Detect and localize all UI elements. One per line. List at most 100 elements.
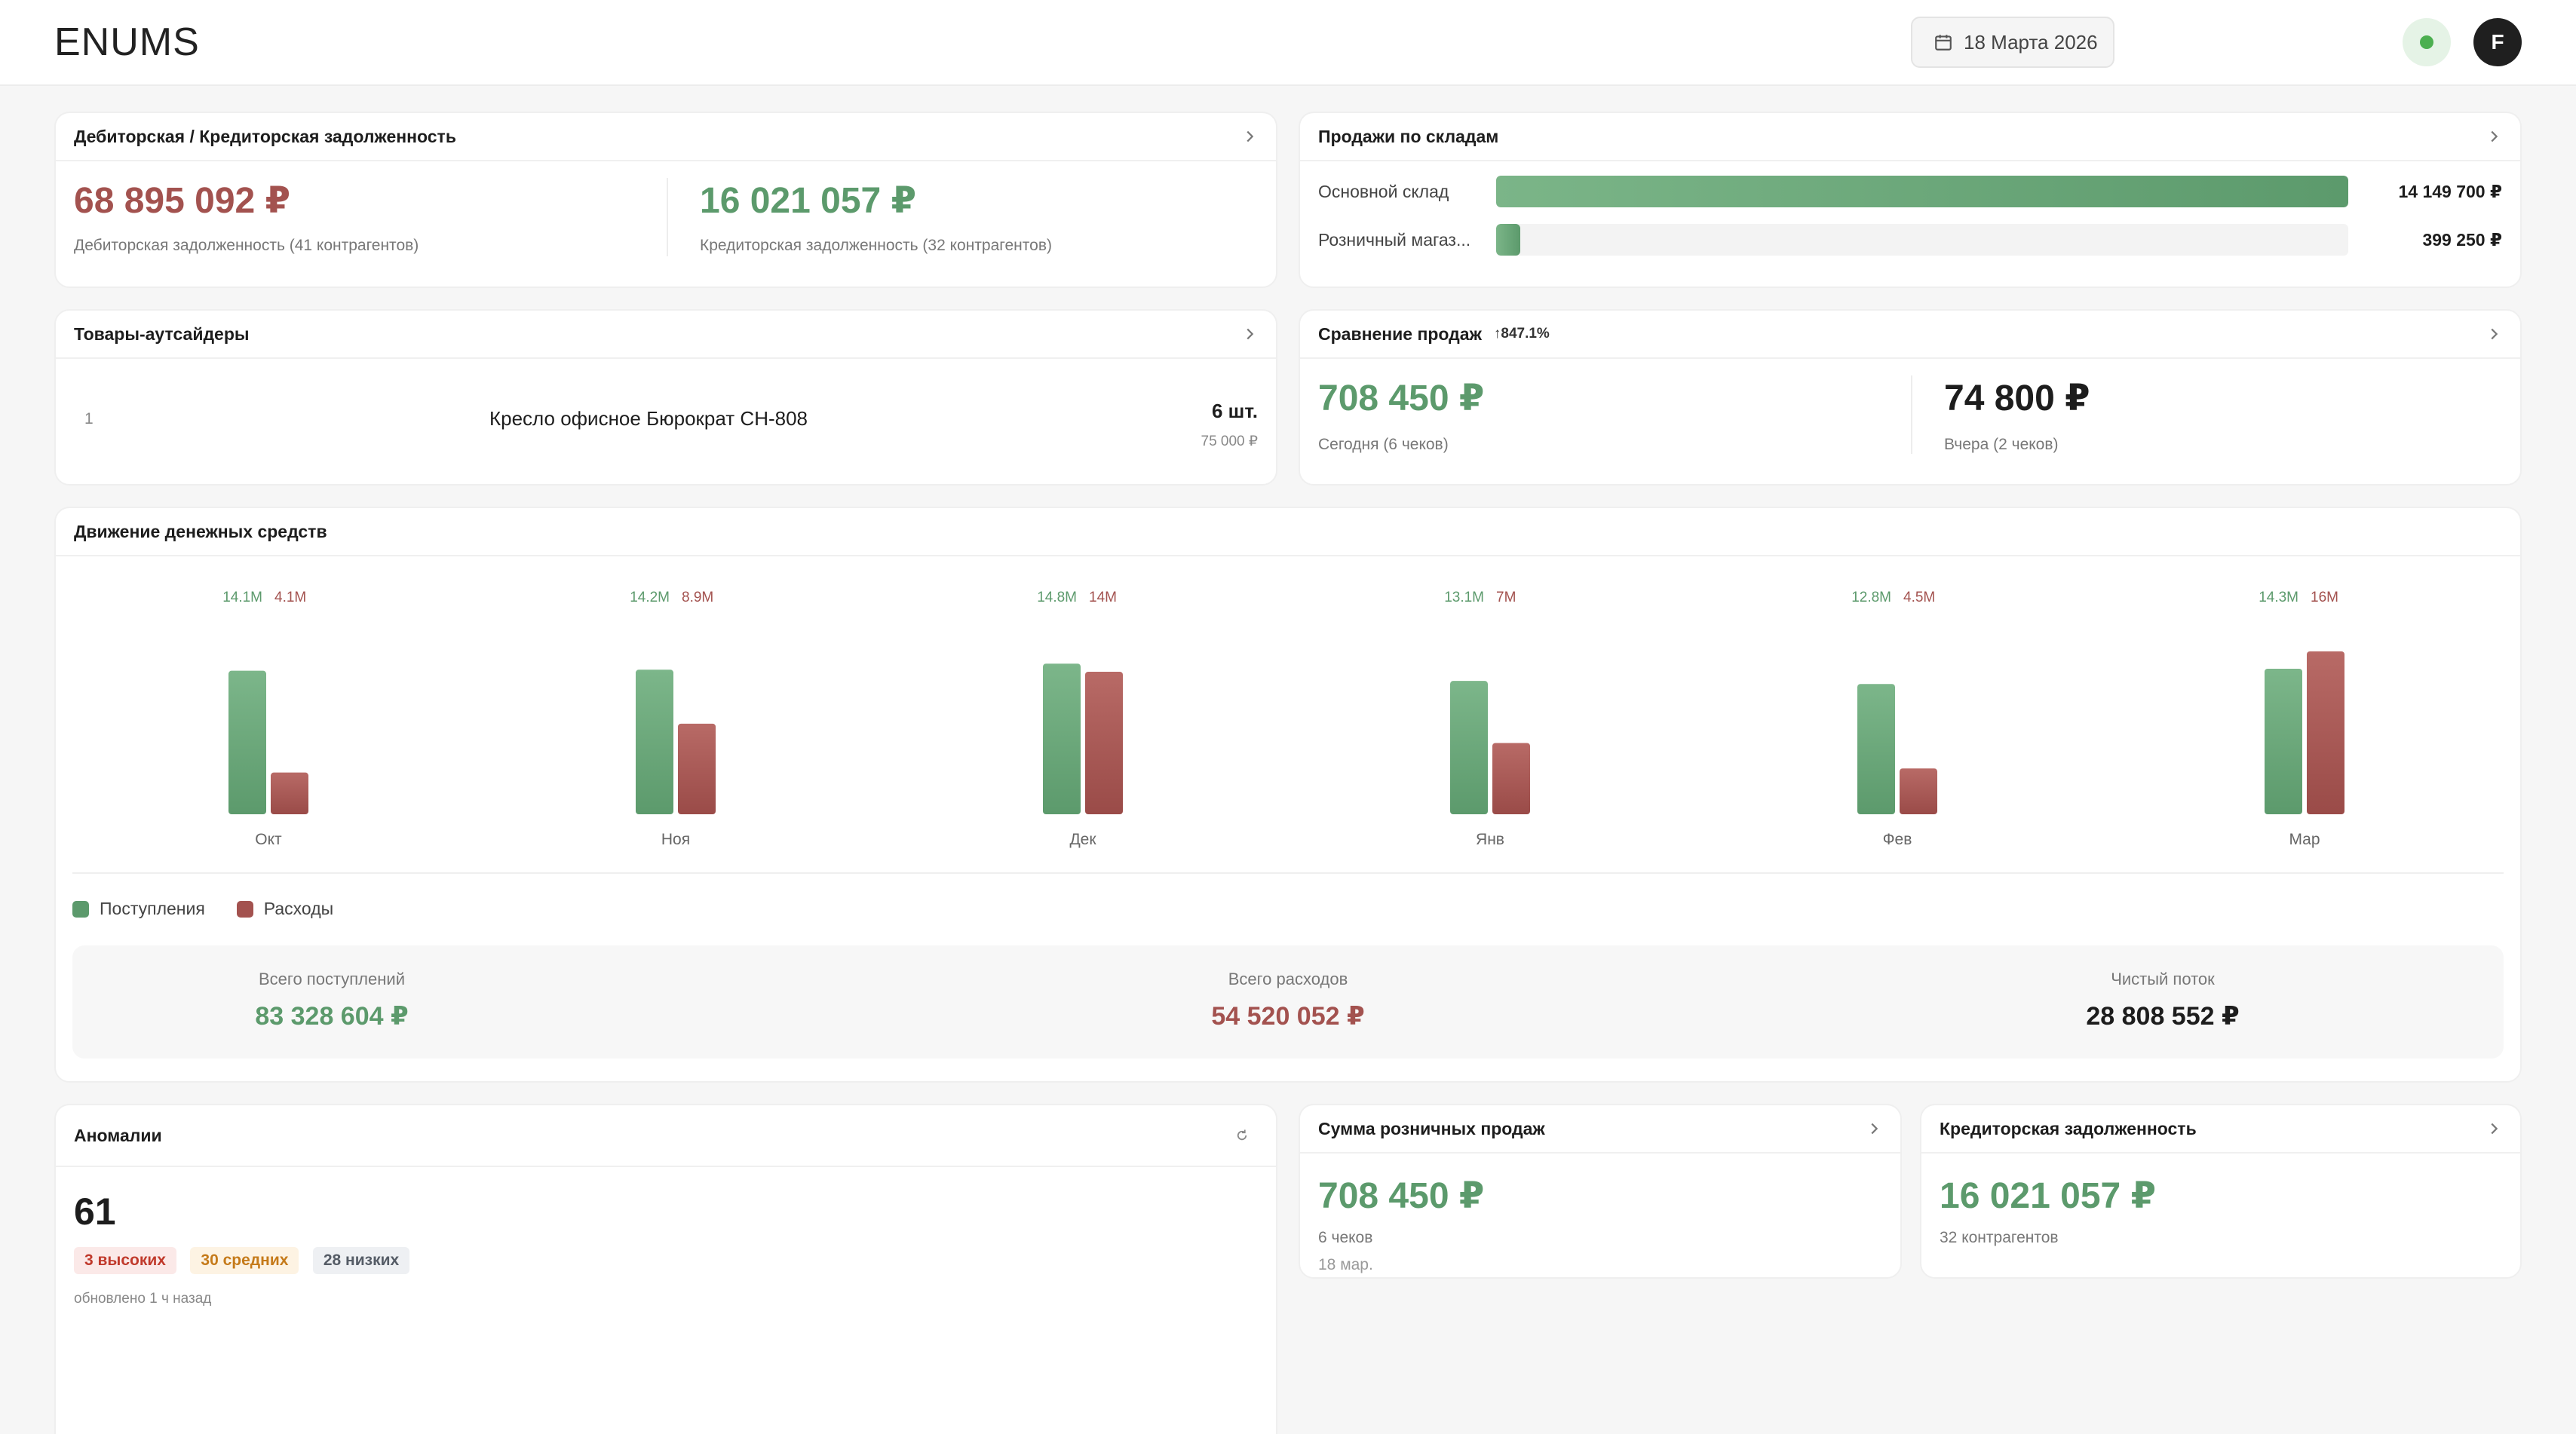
x-tick-label: Дек <box>1069 831 1096 848</box>
chevron-right-icon[interactable] <box>2486 128 2502 145</box>
warehouse-bar-fill <box>1496 176 2348 207</box>
income-bar[interactable] <box>1857 684 1895 814</box>
chevron-right-icon[interactable] <box>1241 326 1258 342</box>
warehouse-sales-card: Продажи по складам Основной склад 14 149… <box>1299 112 2522 288</box>
debt-card-title: Дебиторская / Кредиторская задолженность <box>74 126 456 146</box>
warehouse-bar-track <box>1496 224 2348 256</box>
item-name: Кресло офисное Бюрократ CH-808 <box>489 407 808 430</box>
warehouse-row: Розничный магаз... 399 250 ₽ <box>1318 223 2502 256</box>
retail-amount: 708 450 ₽ <box>1318 1176 1485 1216</box>
income-data-label: 14.2M <box>630 590 670 605</box>
expense-bar[interactable] <box>678 723 716 814</box>
outsider-products-card: Товары-аутсайдеры 1 Кресло офисное Бюрок… <box>54 309 1277 486</box>
income-bar[interactable] <box>1043 663 1081 814</box>
x-tick-label: Мар <box>2289 831 2320 848</box>
legend-income-label: Поступления <box>100 899 205 918</box>
expense-bar[interactable] <box>2307 651 2344 814</box>
expense-data-label: 7M <box>1496 590 1516 605</box>
warehouse-bar-track <box>1496 176 2348 207</box>
item-rank: 1 <box>84 410 94 427</box>
expense-bar[interactable] <box>1900 768 1937 814</box>
warehouse-bar-fill <box>1496 224 1520 256</box>
retail-card-title: Сумма розничных продаж <box>1318 1118 1545 1138</box>
expense-data-label: 8.9M <box>682 590 713 605</box>
legend-expense[interactable]: Расходы <box>236 899 334 919</box>
income-data-label: 14.8M <box>1037 590 1077 605</box>
today-amount: 708 450 ₽ <box>1318 378 1485 418</box>
income-data-label: 13.1M <box>1444 590 1484 605</box>
payables-label: 32 контрагентов <box>1940 1229 2059 1246</box>
expense-bar[interactable] <box>271 772 308 814</box>
retail-date: 18 мар. <box>1318 1256 1373 1273</box>
anomalies-card: Аномалии 61 3 высоких 30 средних 28 низк… <box>54 1104 1277 1434</box>
connection-status[interactable] <box>2403 18 2451 66</box>
item-qty: 6 шт. <box>1211 400 1258 422</box>
retail-checks: 6 чеков <box>1318 1229 1373 1246</box>
warehouse-label: Розничный магаз... <box>1318 229 1471 250</box>
chip-low-severity[interactable]: 28 низких <box>312 1247 410 1274</box>
total-expense-label: Всего расходов <box>1228 970 1348 988</box>
chevron-right-icon[interactable] <box>1241 128 1258 145</box>
payables-card-title: Кредиторская задолженность <box>1940 1118 2197 1138</box>
item-price: 75 000 ₽ <box>1201 434 1258 449</box>
receivable-label: Дебиторская задолженность (41 контрагент… <box>74 237 419 254</box>
divider <box>1911 375 1912 454</box>
warehouse-card-title: Продажи по складам <box>1318 126 1499 146</box>
anomaly-chips: 3 высоких 30 средних 28 низких <box>74 1247 420 1274</box>
legend-income-swatch <box>72 900 89 918</box>
net-flow: Чистый поток 28 808 552 ₽ <box>1937 970 2389 1031</box>
x-tick-label: Янв <box>1476 831 1504 848</box>
income-data-label: 14.1M <box>222 590 262 605</box>
list-item[interactable]: 1 Кресло офисное Бюрократ CH-808 6 шт. 7… <box>56 363 1276 476</box>
warehouse-label: Основной склад <box>1318 181 1449 201</box>
today-label: Сегодня (6 чеков) <box>1318 436 1449 453</box>
income-bar[interactable] <box>1450 681 1488 814</box>
receivable-amount: 68 895 092 ₽ <box>74 181 290 221</box>
net-flow-value: 28 808 552 ₽ <box>2086 1002 2240 1031</box>
user-avatar[interactable]: F <box>2473 18 2522 66</box>
yesterday-amount: 74 800 ₽ <box>1944 378 2090 418</box>
anomalies-card-title: Аномалии <box>74 1125 162 1145</box>
payable-amount: 16 021 057 ₽ <box>700 181 916 221</box>
net-flow-label: Чистый поток <box>2111 970 2215 988</box>
legend-income[interactable]: Поступления <box>72 899 205 919</box>
chevron-right-icon[interactable] <box>2486 326 2502 342</box>
expense-bar[interactable] <box>1085 672 1123 814</box>
x-tick-label: Фев <box>1883 831 1912 848</box>
debt-card: Дебиторская / Кредиторская задолженность… <box>54 112 1277 288</box>
income-bar[interactable] <box>228 670 266 814</box>
total-income-label: Всего поступлений <box>259 970 405 988</box>
warehouse-value: 399 250 ₽ <box>2422 229 2502 250</box>
expense-bar[interactable] <box>1492 743 1530 815</box>
x-tick-label: Окт <box>255 831 282 848</box>
expense-data-label: 4.1M <box>274 590 306 605</box>
payable-label: Кредиторская задолженность (32 контраген… <box>700 237 1052 254</box>
chip-medium-severity[interactable]: 30 средних <box>190 1247 299 1274</box>
date-picker-button[interactable]: 18 Марта 2026 <box>1911 17 2114 68</box>
total-expense-value: 54 520 052 ₽ <box>1211 1002 1365 1031</box>
legend-expense-label: Расходы <box>263 899 334 918</box>
top-bar: ENUMS 18 Марта 2026 F <box>0 0 2576 86</box>
warehouse-row: Основной склад 14 149 700 ₽ <box>1318 175 2502 208</box>
payables-amount: 16 021 057 ₽ <box>1940 1176 2156 1216</box>
chevron-right-icon[interactable] <box>1866 1120 1882 1137</box>
comparison-card-title: Сравнение продаж <box>1318 323 1482 344</box>
payables-card: Кредиторская задолженность 16 021 057 ₽ … <box>1920 1104 2522 1279</box>
income-data-label: 12.8M <box>1851 590 1891 605</box>
income-data-label: 14.3M <box>2259 590 2298 605</box>
income-bar[interactable] <box>636 670 673 814</box>
yesterday-label: Вчера (2 чеков) <box>1944 436 2059 453</box>
sales-comparison-card: Сравнение продаж ↑847.1% 708 450 ₽ Сегод… <box>1299 309 2522 486</box>
chevron-right-icon[interactable] <box>2486 1120 2502 1137</box>
chip-high-severity[interactable]: 3 высоких <box>74 1247 176 1274</box>
date-label: 18 Марта 2026 <box>1964 30 2098 54</box>
refresh-icon[interactable] <box>1235 1129 1249 1142</box>
expense-data-label: 16M <box>2311 590 2338 605</box>
income-bar[interactable] <box>2265 668 2302 814</box>
total-income-value: 83 328 604 ₽ <box>255 1002 409 1031</box>
total-income: Всего поступлений 83 328 604 ₽ <box>106 970 558 1031</box>
retail-sales-card: Сумма розничных продаж 708 450 ₽ 6 чеков… <box>1299 1104 1902 1279</box>
cashflow-bar-chart: 14.1M 4.1M Окт 14.2M 8.9M Ноя 14.8M 14M Дек 13.1M… <box>72 590 2504 874</box>
legend-expense-swatch <box>236 900 253 918</box>
app-logo[interactable]: ENUMS <box>54 20 200 64</box>
